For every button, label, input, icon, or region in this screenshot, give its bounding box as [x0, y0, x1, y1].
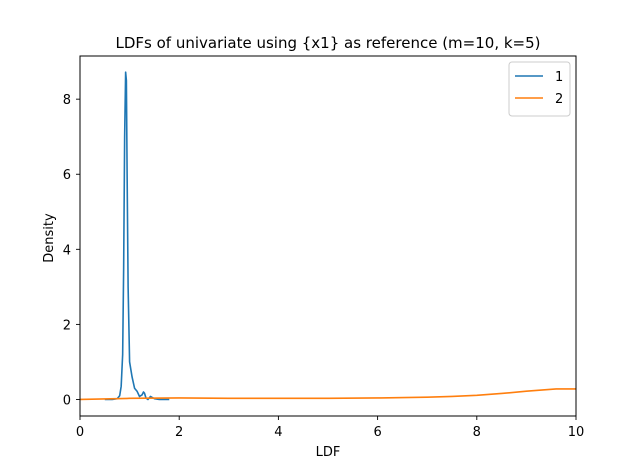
y-tick-label: 0	[63, 393, 71, 408]
series-line-1	[104, 71, 170, 401]
x-tick-label: 8	[473, 425, 481, 440]
y-tick-label: 2	[63, 318, 71, 333]
series-layer	[80, 71, 576, 401]
legend-label-2: 2	[555, 92, 563, 107]
x-tick-label: 0	[76, 425, 84, 440]
legend: 12	[508, 61, 571, 117]
x-tick-label: 2	[175, 425, 183, 440]
series-line-2	[80, 388, 576, 401]
x-tick-label: 6	[373, 425, 381, 440]
y-axis-label: Density	[42, 213, 57, 263]
y-tick-label: 8	[63, 93, 71, 108]
legend-label-1: 1	[555, 70, 563, 85]
x-axis-label: LDF	[316, 445, 341, 460]
ticks-layer: 0 2 4 6 8 10 0 2 4 6 8	[63, 93, 585, 440]
y-tick-label: 6	[63, 168, 71, 183]
plot-frame	[79, 55, 577, 417]
x-tick-label: 4	[274, 425, 282, 440]
x-tick-label: 10	[568, 425, 585, 440]
y-tick-label: 4	[63, 243, 71, 258]
chart-title: LDFs of univariate using {x1} as referen…	[115, 34, 540, 52]
